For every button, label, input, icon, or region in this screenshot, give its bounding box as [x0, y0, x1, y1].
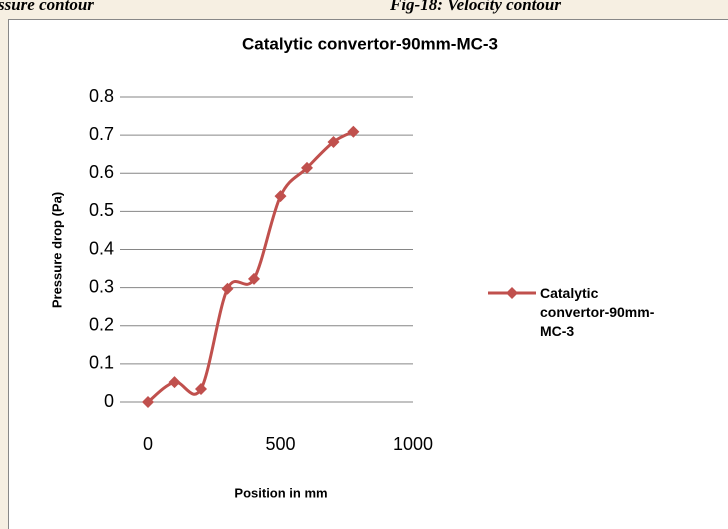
y-tick-label: 0.6	[89, 162, 114, 182]
data-point	[168, 376, 181, 389]
chart-frame	[8, 19, 728, 529]
data-point	[195, 383, 207, 396]
data-point	[327, 135, 340, 148]
y-tick-label: 0.1	[89, 353, 114, 373]
y-tick-label: 0.7	[89, 124, 114, 144]
data-point	[248, 272, 260, 285]
y-tick-label: 0.2	[89, 315, 114, 335]
x-tick-label: 0	[143, 434, 153, 454]
data-point	[347, 125, 360, 138]
x-tick-label: 1000	[393, 434, 433, 454]
caption: ssure contour	[0, 0, 94, 14]
legend-marker	[506, 287, 518, 299]
y-tick-label: 0.5	[89, 200, 114, 220]
legend-label: Catalytic convertor-90mm-MC-3	[540, 285, 655, 339]
y-axis-label: Pressure drop (Pa)	[49, 192, 64, 308]
data-point	[274, 190, 287, 203]
data-point	[221, 282, 234, 295]
x-tick-label: 500	[265, 434, 295, 454]
chart-title: Catalytic convertor-90mm-MC-3	[242, 34, 498, 53]
caption: Fig-18: Velocity contour	[389, 0, 561, 14]
y-tick-label: 0.8	[89, 86, 114, 106]
legend: Catalytic convertor-90mm-MC-3	[540, 284, 655, 341]
x-axis-label: Position in mm	[234, 485, 327, 500]
y-tick-label: 0.3	[89, 276, 114, 296]
data-point	[301, 161, 313, 174]
y-tick-label: 0.4	[89, 238, 114, 258]
y-tick-label: 0	[104, 391, 114, 411]
data-point	[142, 396, 154, 408]
